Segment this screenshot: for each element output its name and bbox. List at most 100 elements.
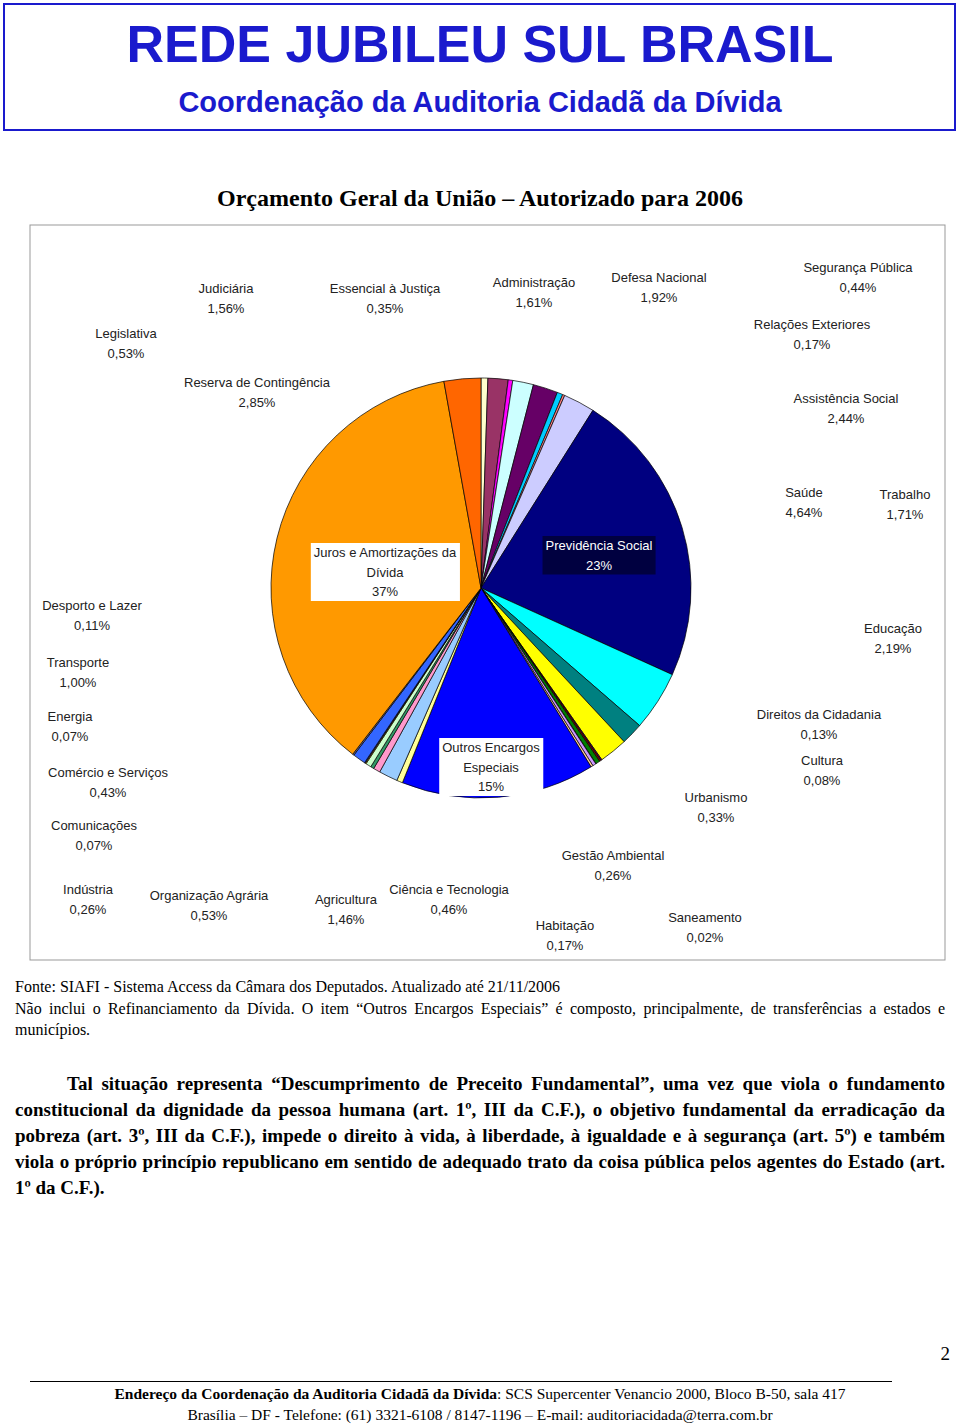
label-box xyxy=(682,788,751,827)
data-label: Gestão Ambiental 0,26% xyxy=(559,846,668,885)
note: Não inclui o Refinanciamento da Dívida. … xyxy=(15,998,945,1040)
data-label: Saneamento 0,02% xyxy=(665,908,745,947)
label-name: Judiciária xyxy=(199,281,255,296)
label-box xyxy=(439,738,543,796)
label-value: 0,02% xyxy=(687,930,724,945)
label-name: Comunicações xyxy=(51,818,137,833)
data-label: Agricultura1,46% xyxy=(312,890,381,929)
label-value: 0,43% xyxy=(90,785,127,800)
label-value: 0,33% xyxy=(698,810,735,825)
label-name: Saneamento xyxy=(668,910,742,925)
label-box xyxy=(92,324,160,363)
paragraph: Tal situação representa “Descumprimento … xyxy=(15,1071,945,1201)
label-value: 2,85% xyxy=(239,395,276,410)
chart-title: Orçamento Geral da União – Autorizado pa… xyxy=(217,185,743,211)
data-label: Cultura0,08% xyxy=(798,751,847,790)
label-box xyxy=(490,273,578,312)
label-value: 1,46% xyxy=(328,912,365,927)
label-box xyxy=(543,536,656,575)
label-name: Juros e Amortizações daDívida xyxy=(314,545,457,580)
label-value: 0,11% xyxy=(74,618,110,633)
label-name: Segurança Pública xyxy=(803,260,913,275)
data-label: Organização Agrária0,53% xyxy=(147,886,272,925)
label-box xyxy=(800,258,916,297)
label-value: 4,64% xyxy=(786,505,823,520)
label-box xyxy=(45,763,171,802)
label-box xyxy=(60,880,117,919)
data-label: Trabalho 1,71% xyxy=(877,485,934,524)
canvas: REDE JUBILEU SUL BRASILCoordenação da Au… xyxy=(0,0,960,1425)
label-box xyxy=(877,485,934,524)
pie xyxy=(271,378,691,798)
data-label: Defesa Nacional1,92% xyxy=(608,268,709,307)
page-number: 2 xyxy=(925,1343,950,1365)
label-name: Reserva de Contingência xyxy=(184,375,331,390)
label-box xyxy=(751,315,874,354)
footer-label: Endereço da Coordenação da Auditoria Cid… xyxy=(115,1385,498,1402)
label-box xyxy=(861,619,925,658)
label-value: 1,00% xyxy=(60,675,97,690)
data-label: Judiciária1,56% xyxy=(196,279,258,318)
source-note: Fonte: SIAFI - Sistema Access da Câmara … xyxy=(15,976,945,997)
label-value: 1,71% xyxy=(887,507,924,522)
label-name: Habitação xyxy=(536,918,595,933)
footer-address: Endereço da Coordenação da Auditoria Cid… xyxy=(0,1383,960,1405)
data-label: Previdência Social23% xyxy=(543,536,656,575)
data-label: Assistência Social2,44% xyxy=(791,389,902,428)
data-labels: Legislativa 0,53% Judiciária1,56% Essencial… xyxy=(39,258,933,955)
data-label: Administração 1,61% xyxy=(490,273,578,312)
label-box xyxy=(311,543,460,601)
label-box xyxy=(386,880,512,919)
label-box xyxy=(782,483,826,522)
data-label: Urbanismo0,33% xyxy=(682,788,751,827)
label-value: 0,53% xyxy=(191,908,228,923)
label-name: Legislativa xyxy=(95,326,157,341)
label-name: Ciência e Tecnologia xyxy=(389,882,509,897)
data-label: Comércio e Serviços 0,43% xyxy=(45,763,171,802)
label-value: 0,17% xyxy=(547,938,584,953)
label-box xyxy=(533,916,598,955)
label-value: 0,35% xyxy=(367,301,404,316)
label-name: Gestão Ambiental xyxy=(562,848,665,863)
label-value: 0,53% xyxy=(108,346,145,361)
label-value: 0,17% xyxy=(794,337,831,352)
header-subtitle: Coordenação da Auditoria Cidadã da Dívid… xyxy=(178,86,782,118)
label-value: 0,46% xyxy=(431,902,468,917)
label-value: 2,19% xyxy=(875,641,912,656)
label-name: Essencial à Justiça xyxy=(330,281,441,296)
label-box xyxy=(44,653,112,692)
label-box xyxy=(45,707,97,746)
label-name: Administração xyxy=(493,275,575,290)
footer-contact: Brasília – DF - Telefone: (61) 3321-6108… xyxy=(0,1404,960,1425)
label-value: 0,44% xyxy=(840,280,877,295)
data-label: Direitos da Cidadania0,13% xyxy=(754,705,885,744)
data-label: Saúde4,64% xyxy=(782,483,826,522)
label-value: 0,07% xyxy=(76,838,113,853)
data-label: Comunicações 0,07% xyxy=(48,816,140,855)
label-name: Previdência Social xyxy=(546,538,653,553)
data-label: Legislativa 0,53% xyxy=(92,324,160,363)
label-name: Cultura xyxy=(801,753,844,768)
page: REDE JUBILEU SUL BRASILCoordenação da Au… xyxy=(0,0,960,1425)
label-box xyxy=(798,751,847,790)
label-value: 37% xyxy=(372,584,398,599)
label-box xyxy=(791,389,902,428)
label-name: Comércio e Serviços xyxy=(48,765,168,780)
label-name: Trabalho xyxy=(880,487,931,502)
label-name: Direitos da Cidadania xyxy=(757,707,882,722)
label-value: 0,26% xyxy=(595,868,632,883)
chart-frame xyxy=(30,225,945,960)
label-box xyxy=(181,373,334,412)
label-box xyxy=(665,908,745,947)
data-label: Desporto e Lazer0,11% xyxy=(39,596,145,635)
data-label: Segurança Pública 0,44% xyxy=(800,258,916,297)
label-value: 1,61% xyxy=(516,295,553,310)
label-name: Indústria xyxy=(63,882,114,897)
data-label: Juros e Amortizações daDívida 37% xyxy=(311,543,460,601)
label-name: Educação xyxy=(864,621,922,636)
label-box xyxy=(608,268,709,307)
header-box xyxy=(4,4,955,130)
label-value: 1,92% xyxy=(641,290,678,305)
label-name: Outros EncargosEspeciais xyxy=(442,740,540,775)
label-box xyxy=(48,816,140,855)
